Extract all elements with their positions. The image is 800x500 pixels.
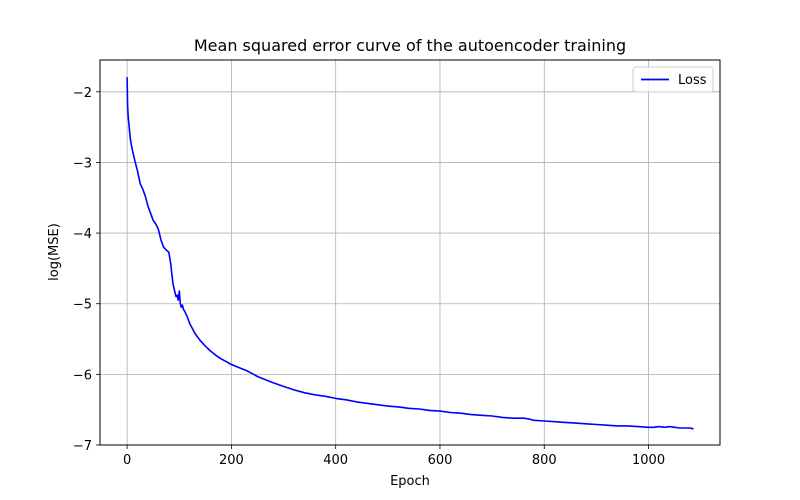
y-tick-label: −4 [73, 227, 92, 242]
y-tick-label: −3 [73, 156, 92, 171]
legend: Loss [632, 66, 714, 93]
series-layer [126, 76, 694, 430]
x-tick-label: 400 [323, 453, 348, 468]
y-tick-label: −7 [73, 439, 92, 454]
plot-frame [99, 59, 721, 446]
x-tick-label: 0 [123, 453, 131, 468]
x-tick-label: 800 [532, 453, 557, 468]
x-tick-label: 1000 [632, 453, 665, 468]
x-tick-label: 200 [219, 453, 244, 468]
y-tick-label: −2 [73, 86, 92, 101]
legend-label-loss: Loss [678, 73, 707, 88]
legend-box [632, 66, 714, 93]
y-tick-label: −6 [73, 368, 92, 383]
grid-lines [100, 60, 720, 446]
series-line-loss [126, 76, 694, 430]
x-tick-label: 600 [428, 453, 453, 468]
y-axis-ticks: −7 −6 −5 −4 −3 −2 [73, 86, 100, 454]
y-axis-label: log(MSE) [47, 223, 62, 281]
x-axis-label: Epoch [390, 474, 430, 489]
x-axis-ticks: 0 200 400 600 800 1000 [123, 445, 665, 468]
y-tick-label: −5 [73, 298, 92, 313]
chart-title: Mean squared error curve of the autoenco… [194, 36, 626, 55]
